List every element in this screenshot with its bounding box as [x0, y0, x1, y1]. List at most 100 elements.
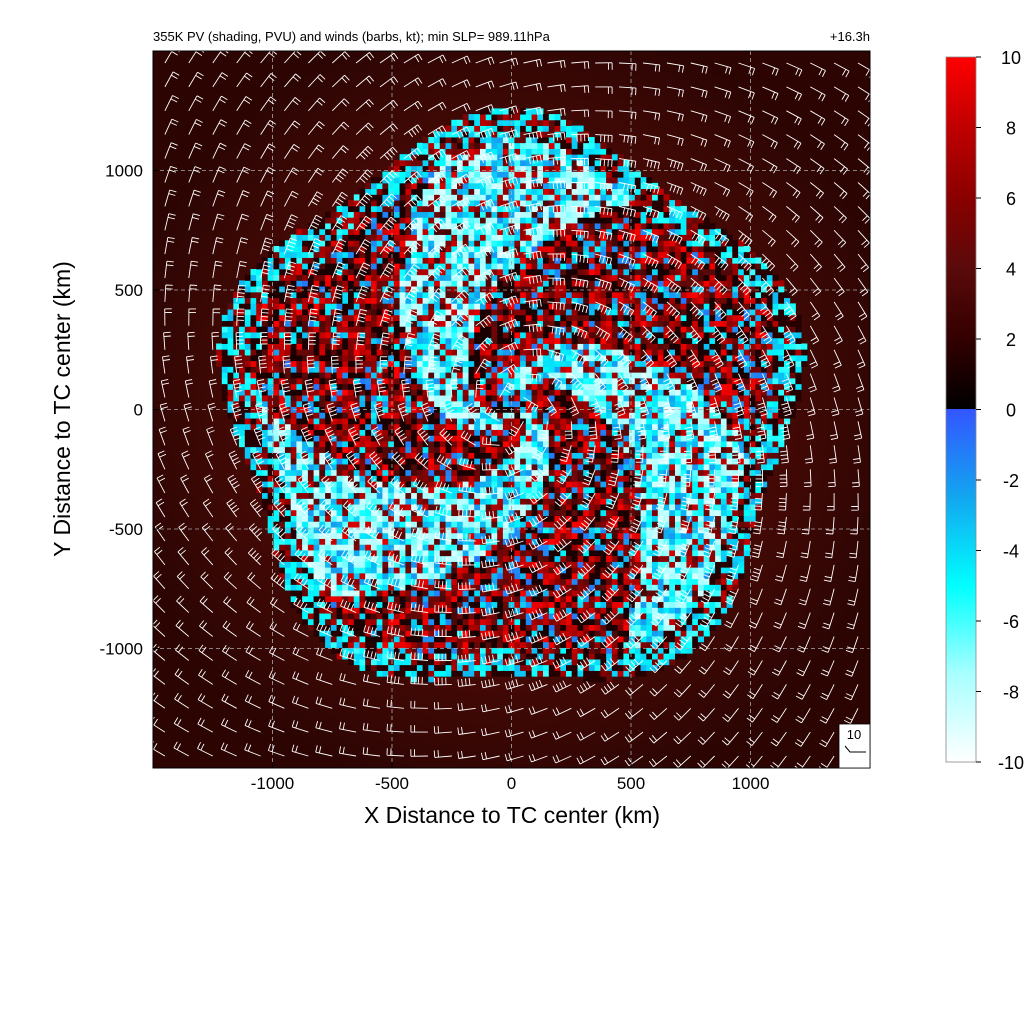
- pv-cell: [256, 378, 263, 385]
- pv-cell: [382, 441, 389, 448]
- pv-cell: [365, 200, 372, 207]
- pv-cell: [348, 223, 355, 230]
- pv-cell: [393, 246, 401, 253]
- pv-cell: [439, 125, 446, 132]
- pv-cell: [393, 590, 401, 597]
- pv-cell: [233, 349, 240, 356]
- pv-cell: [485, 618, 492, 626]
- pv-cell: [302, 481, 309, 488]
- pv-cell: [371, 297, 378, 304]
- pv-cell: [566, 131, 573, 138]
- pv-cell: [520, 406, 527, 413]
- pv-cell: [439, 498, 446, 505]
- pv-cell: [474, 400, 481, 408]
- pv-cell: [342, 200, 349, 207]
- pv-cell: [462, 498, 469, 505]
- pv-cell: [227, 366, 234, 373]
- pv-cell: [525, 372, 532, 379]
- pv-cell: [428, 538, 435, 545]
- pv-cell: [485, 125, 492, 132]
- pv-cell: [302, 578, 309, 585]
- pv-cell: [250, 464, 257, 471]
- pv-cell: [371, 492, 378, 499]
- pv-cell: [290, 584, 297, 591]
- pv-cell: [284, 280, 292, 287]
- pv-cell: [445, 326, 452, 333]
- pv-cell: [342, 464, 349, 471]
- pv-cell: [353, 624, 360, 631]
- pv-cell: [371, 251, 378, 258]
- pv-cell: [348, 618, 355, 626]
- pv-cell: [348, 647, 355, 654]
- pv-cell: [244, 372, 251, 379]
- pv-cell: [474, 372, 481, 379]
- pv-cell: [256, 418, 263, 425]
- pv-cell: [256, 280, 263, 287]
- pv-cell: [543, 613, 550, 620]
- pv-cell: [336, 624, 343, 631]
- pv-cell: [439, 630, 446, 637]
- pv-cell: [548, 429, 555, 436]
- pv-cell: [548, 309, 555, 316]
- pv-cell: [348, 475, 355, 482]
- pv-cell: [497, 194, 504, 201]
- pv-cell: [531, 160, 538, 167]
- pv-cell: [560, 142, 567, 149]
- pv-cell: [296, 441, 303, 448]
- pv-cell: [330, 332, 337, 339]
- pv-cell: [480, 171, 487, 178]
- pv-cell: [405, 205, 412, 213]
- pv-cell: [445, 538, 452, 545]
- pv-cell: [491, 383, 498, 390]
- pv-cell: [445, 595, 452, 603]
- pv-cell: [485, 567, 492, 574]
- pv-cell: [548, 446, 555, 453]
- pv-cell: [457, 601, 464, 608]
- pv-cell: [411, 148, 418, 155]
- pv-cell: [434, 389, 441, 396]
- pv-cell: [537, 171, 544, 178]
- pv-cell: [560, 423, 567, 430]
- pv-cell: [319, 636, 326, 643]
- pv-cell: [371, 423, 378, 430]
- pv-cell: [502, 160, 510, 167]
- pv-cell: [399, 527, 406, 534]
- pv-cell: [566, 171, 573, 178]
- pv-cell: [571, 188, 578, 195]
- pv-cell: [457, 590, 464, 597]
- pv-cell: [468, 332, 475, 339]
- pv-cell: [543, 154, 550, 161]
- pv-cell: [353, 274, 360, 281]
- pv-cell: [342, 383, 349, 390]
- pv-cell: [416, 676, 424, 683]
- pv-cell: [537, 366, 544, 373]
- pv-cell: [474, 515, 481, 522]
- pv-cell: [382, 595, 389, 603]
- pv-cell: [497, 400, 504, 408]
- pv-cell: [451, 223, 458, 230]
- pv-cell: [416, 349, 424, 356]
- pv-cell: [497, 458, 504, 465]
- pv-cell: [571, 246, 578, 253]
- pv-cell: [405, 383, 412, 390]
- pv-cell: [393, 200, 401, 207]
- pv-cell: [325, 532, 332, 539]
- pv-cell: [434, 573, 441, 580]
- pv-cell: [296, 332, 303, 339]
- pv-cell: [525, 458, 532, 465]
- pv-cell: [371, 366, 378, 373]
- pv-cell: [416, 303, 424, 310]
- pv-cell: [491, 223, 498, 230]
- pv-cell: [543, 464, 550, 471]
- pv-cell: [262, 320, 269, 327]
- pv-cell: [514, 412, 521, 419]
- pv-cell: [571, 240, 578, 247]
- pv-cell: [434, 561, 441, 568]
- pv-cell: [428, 194, 435, 201]
- pv-cell: [365, 532, 372, 539]
- pv-cell: [416, 337, 424, 344]
- pv-cell: [560, 320, 567, 327]
- pv-cell: [273, 326, 280, 333]
- pv-cell: [284, 355, 292, 362]
- pv-cell: [336, 481, 343, 488]
